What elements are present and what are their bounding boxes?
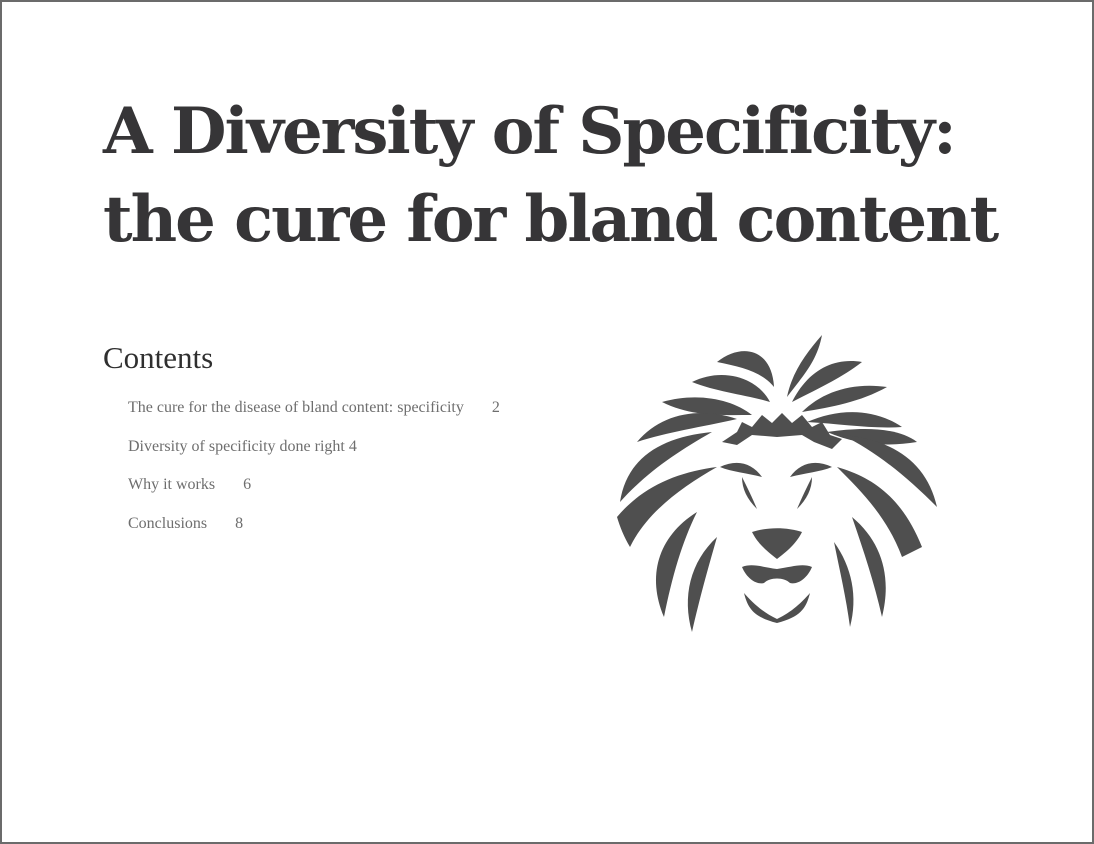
table-of-contents: The cure for the disease of bland conten… — [128, 394, 518, 548]
toc-entry-label: Why it works — [128, 476, 216, 493]
toc-entry[interactable]: Conclusions 8 — [128, 510, 518, 549]
lion-mane — [617, 335, 937, 632]
document-title: A Diversity of Specificity: the cure for… — [103, 94, 999, 257]
toc-entry-page: 2 — [491, 399, 500, 416]
toc-entry[interactable]: Diversity of specificity done right 4 — [128, 433, 518, 472]
toc-entry-page: 6 — [243, 476, 252, 493]
toc-entry[interactable]: Why it works 6 — [128, 471, 518, 510]
toc-entry-label: The cure for the disease of bland conten… — [128, 399, 464, 416]
lion-head-icon — [617, 335, 937, 632]
toc-heading: Contents — [103, 340, 214, 375]
toc-entry-page: 4 — [348, 437, 357, 455]
toc-entry-page: 8 — [235, 514, 244, 532]
toc-entry-label: Diversity of specificity done right — [128, 437, 345, 455]
toc-entry-label: Conclusions — [128, 514, 208, 532]
toc-entry[interactable]: The cure for the disease of bland conten… — [128, 394, 518, 433]
